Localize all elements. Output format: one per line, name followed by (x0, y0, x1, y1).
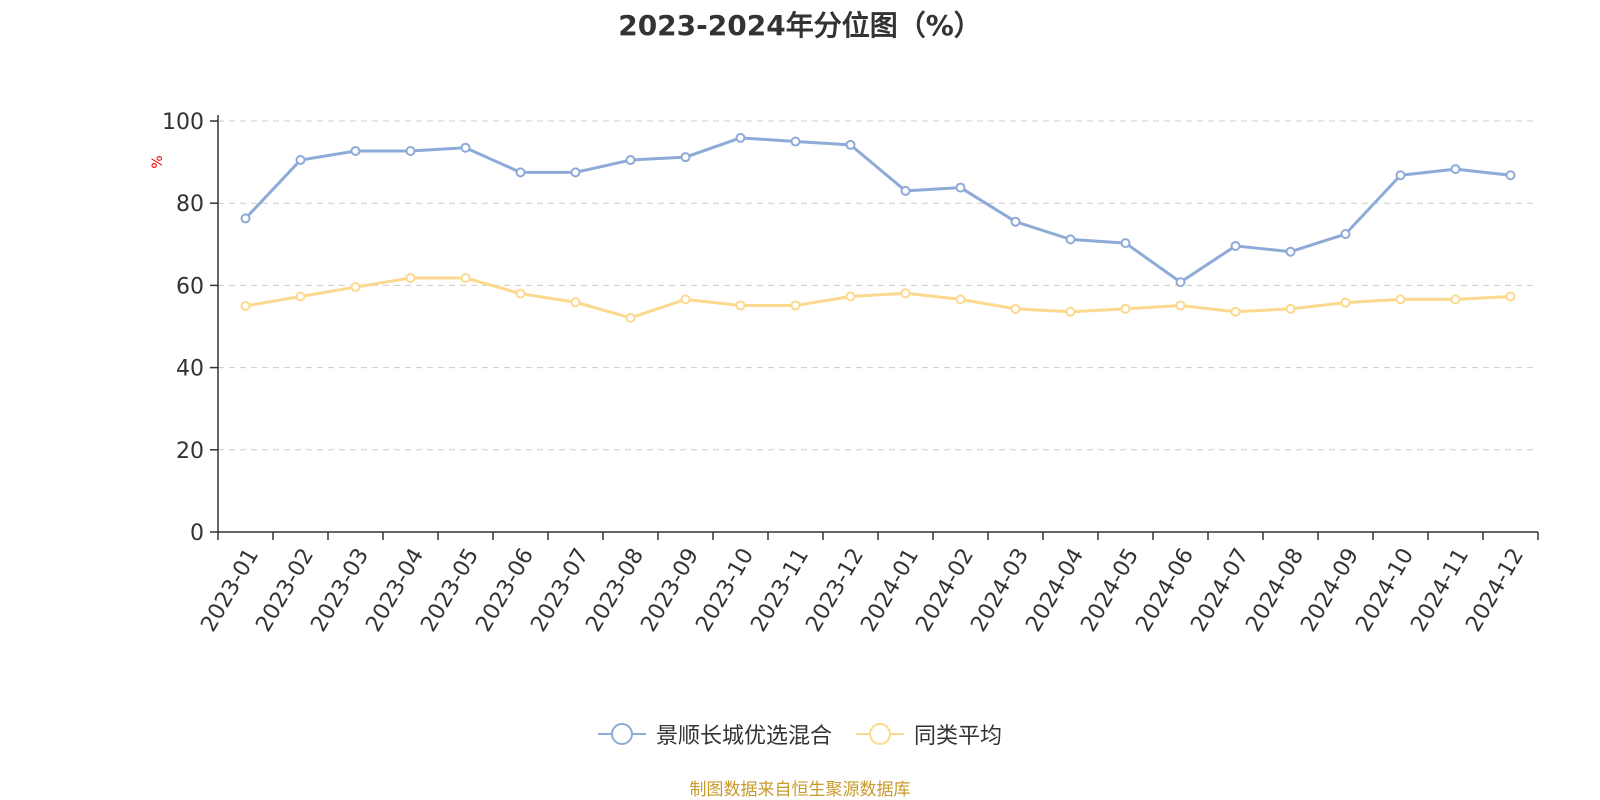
data-source-note: 制图数据来自恒生聚源数据库 (689, 780, 911, 800)
data-point (735, 132, 746, 143)
y-tick-label: 100 (162, 110, 204, 135)
data-point (1395, 294, 1406, 305)
data-point (900, 288, 911, 299)
data-point (900, 185, 911, 196)
y-tick-label: 40 (176, 357, 204, 382)
data-point (625, 312, 636, 323)
y-tick-label: 60 (176, 274, 204, 299)
data-point (1285, 246, 1296, 257)
data-point (1450, 164, 1461, 175)
series-line (244, 136, 1511, 284)
x-tick-labels: 2023-012023-022023-032023-042023-052023-… (196, 544, 1529, 636)
data-point (295, 155, 306, 166)
data-point (1065, 306, 1076, 317)
legend-item-series-1[interactable]: 景顺长城优选混合 (597, 718, 832, 750)
data-point (1340, 229, 1351, 240)
data-point (790, 300, 801, 311)
data-point (845, 291, 856, 302)
data-point (1450, 294, 1461, 305)
data-point (515, 167, 526, 178)
data-point (625, 155, 636, 166)
data-point (240, 300, 251, 311)
gridlines (218, 120, 1538, 451)
data-point (735, 300, 746, 311)
data-point (1120, 303, 1131, 314)
series-layer (240, 132, 1516, 323)
data-point (1120, 238, 1131, 249)
legend-line-circle-icon (597, 723, 646, 745)
data-point (1395, 170, 1406, 181)
legend-line-circle-icon (856, 723, 904, 745)
legend-label-series-2: 同类平均 (914, 724, 1003, 749)
data-point (790, 136, 801, 147)
data-point (1065, 234, 1076, 245)
y-tick-label: 20 (176, 439, 204, 464)
data-point (240, 213, 251, 224)
data-point (1285, 303, 1296, 314)
series-2 (240, 273, 1516, 323)
data-point (570, 297, 581, 308)
data-point (680, 152, 691, 163)
data-point (1230, 306, 1241, 317)
series-line (245, 276, 1511, 320)
data-point (515, 288, 526, 299)
legend-item-series-2[interactable]: 同类平均 (856, 718, 1002, 750)
legend-label-series-1: 景顺长城优选混合 (655, 724, 832, 749)
axes (210, 115, 1539, 540)
data-point (460, 273, 471, 284)
data-point (1340, 297, 1351, 308)
data-point (1010, 303, 1021, 314)
series-1 (240, 132, 1516, 288)
legend: 景顺长城优选混合 同类平均 (0, 718, 1600, 750)
data-point (955, 182, 966, 193)
y-tick-label: 80 (176, 192, 204, 217)
data-point (680, 294, 691, 305)
data-point (1505, 291, 1516, 302)
data-point (350, 282, 361, 293)
y-tick-labels: 0 20 40 60 80 100 (162, 110, 204, 546)
data-point (405, 273, 416, 284)
data-point (460, 142, 471, 153)
data-point (405, 146, 416, 157)
data-point (1010, 216, 1021, 227)
y-tick-label: 0 (190, 521, 204, 546)
y-axis-label: % (150, 155, 166, 168)
data-point (1505, 170, 1516, 181)
data-point (350, 146, 361, 157)
data-point (1175, 300, 1186, 311)
data-point (1230, 240, 1241, 251)
data-point (295, 291, 306, 302)
data-point (955, 294, 966, 305)
data-point (845, 139, 856, 150)
data-point (1175, 277, 1186, 288)
data-point (570, 167, 581, 178)
chart-title: 2023-2024年分位图（%） (618, 9, 982, 42)
